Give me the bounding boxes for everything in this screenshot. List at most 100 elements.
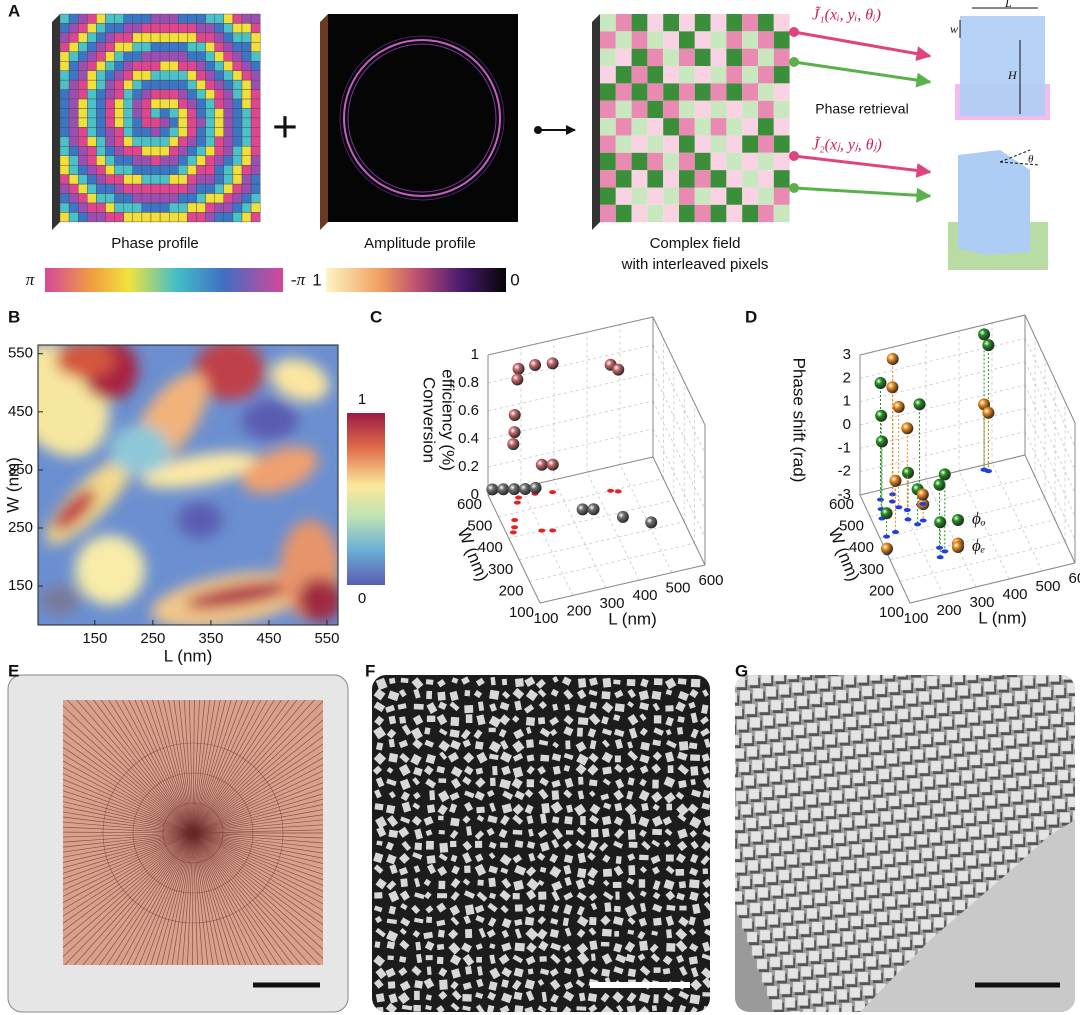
- pillar: [588, 713, 601, 726]
- pillar: [997, 793, 1009, 804]
- pattern-line: [192, 700, 290, 834]
- pillar: [561, 676, 572, 686]
- phase-pixel: [178, 89, 188, 100]
- pillar: [449, 729, 460, 738]
- phase-pixel: [87, 202, 97, 213]
- pillar: [883, 782, 895, 793]
- pillar: [983, 681, 995, 692]
- phase-pixel: [87, 127, 97, 138]
- pillar: [863, 728, 875, 739]
- pillar: [475, 1004, 486, 1012]
- pattern-line: [63, 705, 194, 834]
- phase-pixel: [178, 32, 188, 43]
- phase-pixel: [196, 13, 206, 24]
- pillar: [1005, 664, 1015, 674]
- pattern-line: [192, 819, 323, 834]
- pillar: [501, 992, 513, 1004]
- phase-pixel: [150, 164, 161, 175]
- phase-pixel: [205, 174, 215, 185]
- pillar: [909, 778, 921, 789]
- phase-grid: [59, 13, 261, 223]
- pillar: [398, 739, 409, 749]
- pillar: [1013, 762, 1025, 773]
- pillar: [376, 840, 383, 846]
- phase-pixel: [223, 108, 234, 119]
- pillar: [714, 695, 724, 705]
- pillar: [1054, 798, 1066, 810]
- pillar: [822, 691, 834, 703]
- pillar: [641, 802, 649, 812]
- grid-line: [487, 428, 654, 468]
- phase-pixel: [68, 13, 79, 24]
- pillar: [883, 967, 895, 979]
- pillar: [385, 1002, 398, 1012]
- phase-pixel: [150, 32, 161, 43]
- complex-pixel: [758, 48, 774, 67]
- pillar: [575, 763, 587, 775]
- pillar: [638, 789, 650, 802]
- pillar: [448, 929, 459, 940]
- phase-pixel: [141, 183, 152, 194]
- pillar: [854, 815, 866, 826]
- pillar: [666, 943, 676, 952]
- pillar-shadow: [712, 798, 722, 808]
- pillar: [626, 679, 636, 687]
- pillar: [653, 715, 662, 724]
- complex-pixel: [710, 187, 727, 205]
- pillar: [488, 753, 499, 761]
- phase-pixel: [105, 13, 115, 24]
- pillar: [625, 764, 635, 774]
- pillar: [827, 890, 839, 902]
- pillar: [449, 791, 460, 801]
- pattern-line: [192, 832, 323, 960]
- pillar: [563, 764, 571, 772]
- phase-pixel: [59, 193, 70, 204]
- pillar: [590, 966, 599, 975]
- phase-pixel: [205, 146, 215, 156]
- grid-line: [520, 487, 574, 596]
- pillar: [397, 992, 410, 1005]
- pillar: [930, 760, 942, 772]
- pattern-line: [192, 700, 238, 834]
- pillar: [690, 712, 698, 724]
- x-tick-label: 250: [140, 630, 165, 647]
- pillar: [500, 867, 509, 874]
- complex-pixel: [742, 204, 758, 223]
- complex-pixel: [742, 152, 758, 171]
- pillar-shadow: [854, 662, 864, 672]
- pattern-line: [192, 832, 204, 965]
- legend-marker: [952, 514, 964, 526]
- pillar: [450, 854, 458, 863]
- pillar: [524, 676, 536, 688]
- heatmap-blob: [298, 578, 338, 622]
- point-shadow: [538, 528, 546, 533]
- complex-pixel: [773, 83, 790, 101]
- pillar: [450, 891, 460, 901]
- pattern-line: [171, 832, 194, 965]
- phase-pixel: [241, 70, 252, 81]
- point: [507, 438, 520, 451]
- pillar: [613, 728, 625, 737]
- phase-pixel: [105, 117, 115, 128]
- pillar: [438, 740, 451, 752]
- phase-pixel: [87, 136, 97, 147]
- pillar: [735, 790, 747, 802]
- z-tick-label: -3: [838, 486, 851, 503]
- pillar: [886, 753, 898, 764]
- pillar: [613, 840, 624, 849]
- pattern-ring: [132, 772, 254, 894]
- pillar-shadow: [1010, 638, 1020, 648]
- complex-pixel: [600, 135, 616, 153]
- x-axis-label: L (nm): [978, 608, 1027, 627]
- phase-pixel: [68, 164, 79, 175]
- complex-pixel: [694, 48, 711, 67]
- phase-pixel: [159, 13, 170, 24]
- complex-pixel: [631, 31, 648, 49]
- phase-pixel: [114, 146, 124, 156]
- phase-pixel: [96, 51, 106, 62]
- pillar: [514, 700, 522, 711]
- phase-pixel: [241, 146, 252, 156]
- pillar: [689, 994, 701, 1005]
- pillar: [908, 849, 920, 861]
- phase-pixel: [123, 23, 133, 34]
